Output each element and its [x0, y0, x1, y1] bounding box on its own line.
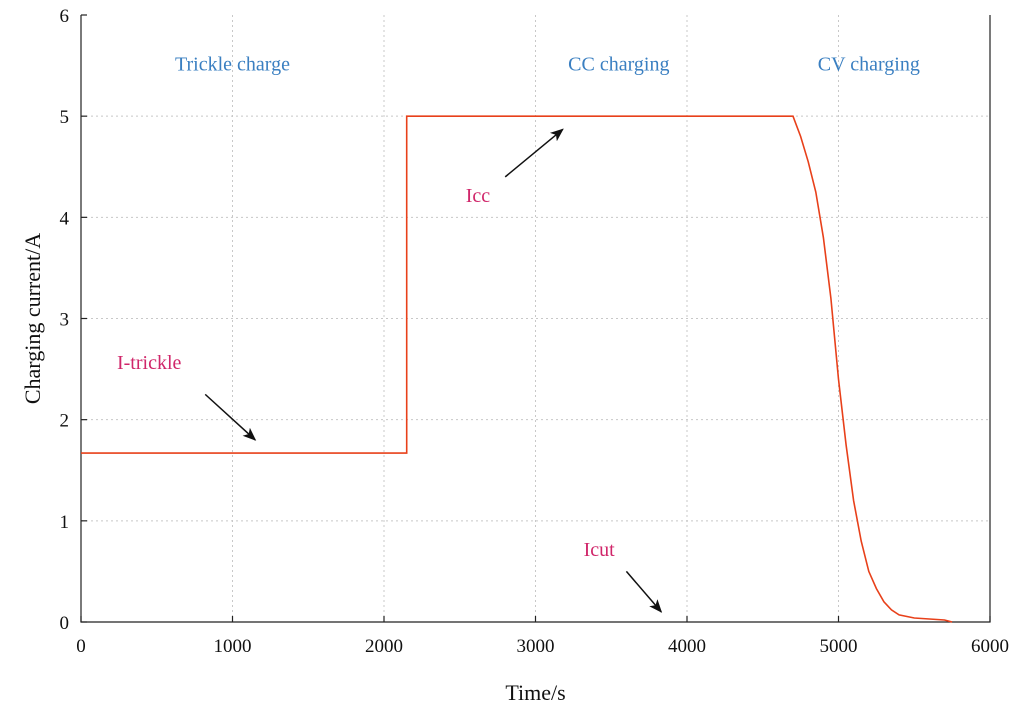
y-tick-label: 3: [60, 310, 70, 331]
x-tick-label: 1000: [214, 636, 252, 657]
annotation-label: I-trickle: [117, 352, 182, 374]
annotation-label: Icc: [466, 185, 491, 207]
x-tick-label: 4000: [668, 636, 706, 657]
region-label: Trickle charge: [175, 54, 290, 76]
annotation-layer: Trickle charge CC charging CV charging I-tr…: [117, 54, 920, 613]
axes-layer: 0 1000 2000 3000 4000 5000 6000 0 1 2 3 4 5 6: [60, 6, 1010, 657]
y-tick-label: 5: [60, 107, 70, 128]
grid-layer: [81, 15, 990, 622]
annotation-arrow: [625, 570, 663, 613]
y-tick-label: 2: [60, 411, 70, 432]
annotation-arrow: [204, 393, 257, 441]
y-tick-label: 1: [60, 512, 70, 533]
region-label: CC charging: [568, 54, 669, 76]
x-tick-label: 0: [76, 636, 86, 657]
x-tick-label: 6000: [971, 636, 1009, 657]
x-tick-label: 3000: [517, 636, 555, 657]
y-tick-label: 4: [60, 208, 70, 229]
annotation-arrow: [504, 128, 564, 178]
x-axis-title: Time/s: [505, 680, 565, 705]
y-tick-label: 6: [60, 6, 70, 27]
x-tick-label: 5000: [820, 636, 858, 657]
x-tick-label: 2000: [365, 636, 403, 657]
y-axis-title: Charging current/A: [20, 233, 45, 404]
y-tick-label: 0: [60, 613, 70, 634]
series-layer: [81, 115, 953, 623]
series-line-charging-current: [81, 115, 953, 623]
annotation-label: Icut: [584, 539, 616, 561]
region-label: CV charging: [818, 54, 920, 76]
